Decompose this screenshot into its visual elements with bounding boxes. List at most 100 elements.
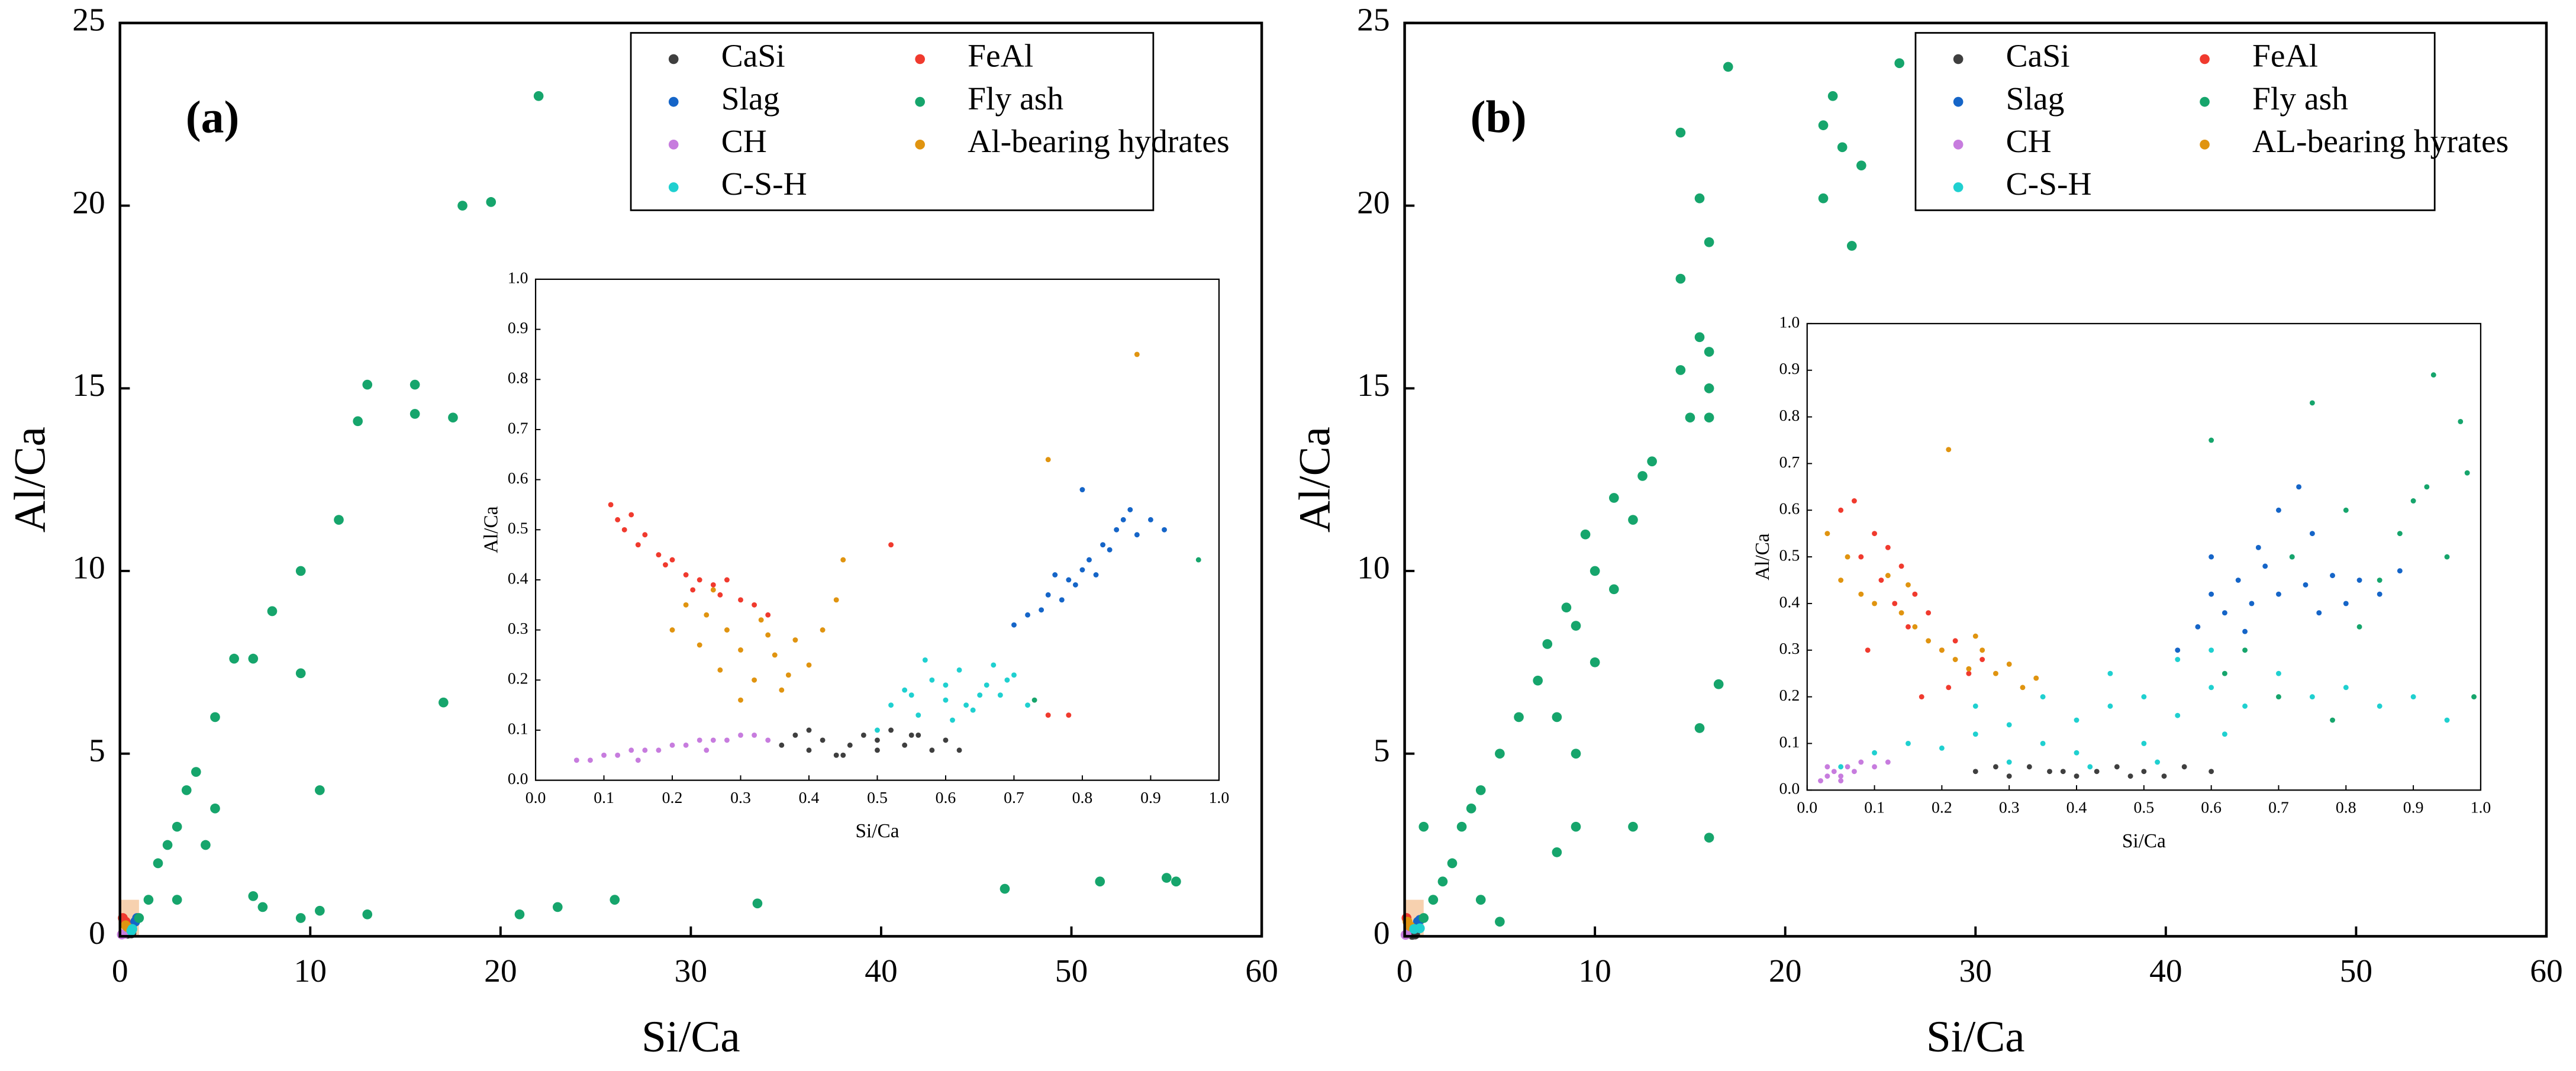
y-tick-label: 0.5 bbox=[1779, 546, 1800, 564]
data-point bbox=[1972, 731, 1978, 737]
legend-label: CaSi bbox=[721, 38, 785, 75]
data-point bbox=[875, 747, 880, 753]
data-point bbox=[752, 602, 757, 608]
data-point bbox=[943, 697, 949, 703]
data-point bbox=[1025, 702, 1030, 708]
data-point bbox=[2175, 712, 2181, 718]
x-tick-label: 0.4 bbox=[799, 789, 820, 807]
data-point bbox=[1514, 712, 1524, 722]
data-point bbox=[1571, 821, 1581, 832]
y-tick-label: 0 bbox=[89, 915, 105, 951]
y-tick-label: 0.2 bbox=[508, 670, 528, 688]
data-point bbox=[1912, 624, 1918, 630]
legend-marker bbox=[1953, 96, 1964, 107]
data-point bbox=[697, 737, 702, 743]
data-point bbox=[1858, 591, 1864, 597]
data-point bbox=[1704, 347, 1714, 357]
data-point bbox=[875, 737, 880, 743]
data-point bbox=[1590, 566, 1600, 576]
data-point bbox=[2209, 647, 2214, 653]
data-point bbox=[181, 785, 192, 795]
data-point bbox=[717, 667, 723, 673]
x-tick-label: 0.3 bbox=[1999, 799, 2020, 817]
data-point bbox=[1095, 876, 1105, 887]
data-point bbox=[888, 702, 894, 708]
legend-label: Fly ash bbox=[2252, 81, 2348, 117]
data-point bbox=[1831, 769, 1837, 775]
data-point bbox=[2309, 400, 2315, 406]
data-point bbox=[1079, 567, 1085, 573]
data-point bbox=[1120, 517, 1126, 522]
data-point bbox=[1865, 647, 1871, 653]
data-point bbox=[2026, 764, 2032, 770]
data-point bbox=[2316, 610, 2322, 616]
data-point bbox=[1885, 573, 1891, 579]
x-tick-label: 0.6 bbox=[936, 789, 956, 807]
data-point bbox=[127, 924, 137, 934]
data-point bbox=[1025, 612, 1030, 618]
data-point bbox=[1838, 578, 1844, 583]
data-point bbox=[2377, 578, 2382, 583]
data-point bbox=[1824, 764, 1830, 770]
data-point bbox=[2356, 578, 2362, 583]
x-tick-label: 0.7 bbox=[2268, 799, 2289, 817]
data-point bbox=[295, 566, 306, 576]
panel-label: (a) bbox=[186, 91, 240, 142]
y-tick-label: 0.6 bbox=[1779, 500, 1800, 518]
data-point bbox=[1946, 447, 1952, 453]
legend-label: Slag bbox=[2006, 81, 2065, 117]
data-point bbox=[2040, 694, 2046, 700]
y-tick-label: 5 bbox=[89, 733, 105, 769]
data-point bbox=[963, 702, 969, 708]
data-point bbox=[956, 667, 962, 673]
y-axis-label: Al/Ca bbox=[1752, 533, 1774, 580]
data-point bbox=[1856, 160, 1866, 170]
data-point bbox=[1979, 647, 1985, 653]
data-point bbox=[1939, 745, 1945, 751]
data-point bbox=[2377, 703, 2382, 709]
data-point bbox=[1542, 639, 1553, 649]
data-point bbox=[601, 752, 607, 758]
data-point bbox=[608, 502, 614, 508]
legend-box bbox=[1914, 32, 2436, 211]
data-point bbox=[2175, 657, 2181, 662]
data-point bbox=[943, 682, 949, 688]
data-point bbox=[2155, 759, 2161, 765]
data-point bbox=[656, 747, 662, 753]
data-point bbox=[457, 201, 468, 211]
data-point bbox=[552, 902, 563, 912]
data-point bbox=[2006, 759, 2012, 765]
data-point bbox=[1906, 741, 1911, 746]
data-point bbox=[1475, 895, 1486, 905]
data-point bbox=[1428, 895, 1439, 905]
data-point bbox=[669, 627, 675, 633]
data-point bbox=[1838, 764, 1844, 770]
legend-marker bbox=[915, 139, 925, 150]
data-point bbox=[915, 732, 921, 738]
data-point bbox=[1045, 592, 1051, 598]
y-tick-label: 0.9 bbox=[1779, 360, 1800, 378]
y-axis-label: Al/Ca bbox=[1290, 427, 1339, 533]
data-point bbox=[860, 732, 866, 738]
data-point bbox=[1993, 670, 1998, 676]
legend-marker bbox=[668, 139, 679, 150]
x-axis-label: Si/Ca bbox=[641, 1012, 740, 1062]
legend-marker bbox=[668, 182, 679, 192]
data-point bbox=[201, 840, 211, 850]
data-point bbox=[134, 913, 144, 923]
data-point bbox=[2209, 437, 2214, 443]
y-tick-label: 15 bbox=[72, 367, 105, 404]
data-point bbox=[2107, 670, 2113, 676]
data-point bbox=[2161, 773, 2167, 779]
x-tick-label: 60 bbox=[1245, 953, 1278, 989]
data-point bbox=[2249, 601, 2255, 607]
data-point bbox=[210, 712, 220, 722]
data-point bbox=[1414, 923, 1425, 934]
data-point bbox=[1571, 749, 1581, 759]
y-tick-label: 20 bbox=[72, 185, 105, 221]
data-point bbox=[1952, 657, 1958, 662]
x-tick-label: 60 bbox=[2530, 953, 2563, 989]
data-point bbox=[615, 517, 621, 522]
data-point bbox=[2209, 554, 2214, 560]
data-point bbox=[621, 527, 627, 533]
